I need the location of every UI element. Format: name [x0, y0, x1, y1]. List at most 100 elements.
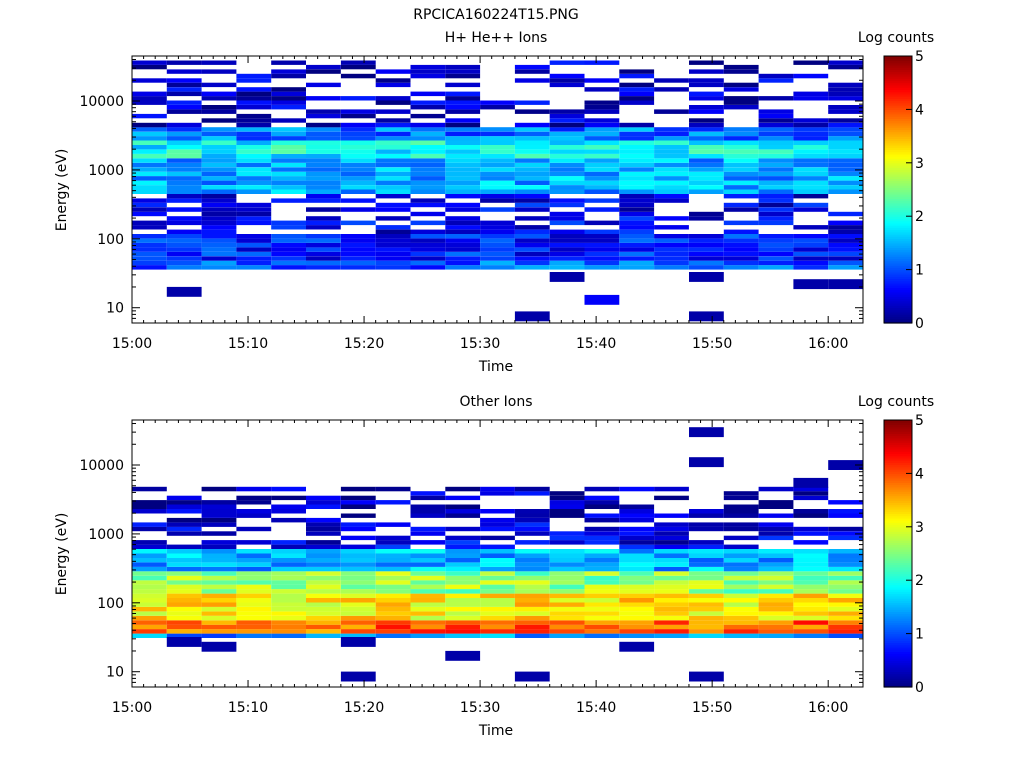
heatmap-cell: [654, 189, 689, 194]
heatmap-cell: [306, 234, 341, 239]
heatmap-cell: [828, 620, 863, 625]
heatmap-cell: [236, 145, 272, 150]
heatmap-cell: [445, 216, 481, 221]
heatmap-cell: [480, 562, 515, 567]
heatmap-cell: [689, 185, 724, 190]
colorbar-segment: [884, 96, 912, 99]
heatmap-cell: [689, 265, 724, 270]
colorbar-segment: [884, 242, 912, 246]
colorbar-segment: [884, 145, 912, 148]
heatmap-point: [689, 671, 724, 682]
heatmap-cell: [514, 265, 550, 270]
heatmap-cell: [306, 598, 341, 603]
colorbar-segment: [884, 678, 912, 681]
heatmap-cell: [828, 167, 863, 172]
heatmap-cell: [306, 136, 341, 141]
heatmap-cell: [375, 606, 411, 612]
heatmap-cell: [166, 549, 202, 554]
heatmap-cell: [166, 153, 202, 159]
heatmap-cell: [410, 69, 446, 74]
colorbar-frame: [883, 55, 913, 324]
heatmap-cell: [828, 251, 863, 257]
heatmap-cell: [793, 495, 829, 501]
heatmap-cell: [549, 260, 585, 266]
heatmap-cell: [654, 624, 689, 630]
heatmap-cell: [445, 105, 481, 110]
heatmap-cell: [689, 145, 724, 150]
heatmap-cell: [584, 136, 620, 141]
heatmap-cell: [619, 615, 655, 621]
heatmap-cell: [480, 167, 515, 172]
heatmap-cell: [654, 251, 689, 257]
heatmap-cell: [236, 100, 272, 105]
heatmap-cell: [689, 580, 724, 585]
colorbar-segment: [884, 662, 912, 666]
heatmap-cell: [584, 540, 620, 545]
heatmap-cell: [793, 593, 829, 598]
colorbar-segment: [884, 207, 912, 211]
heatmap-cell: [201, 265, 237, 270]
heatmap-cell: [549, 113, 585, 119]
heatmap-cell: [549, 229, 585, 234]
heatmap-cell: [410, 136, 446, 141]
heatmap-cell: [271, 260, 306, 266]
heatmap-cell: [375, 589, 411, 594]
heatmap-cell: [549, 211, 585, 217]
heatmap-cell: [758, 189, 794, 194]
heatmap-cell: [514, 611, 550, 616]
heatmap-cell: [201, 629, 237, 634]
heatmap-cell: [445, 189, 481, 194]
heatmap-cell: [271, 509, 306, 514]
heatmap-point: [549, 272, 585, 282]
heatmap-cell: [654, 176, 689, 181]
heatmap-cell: [549, 535, 585, 541]
heatmap-cell: [375, 202, 411, 208]
heatmap-cell: [549, 109, 585, 114]
colorbar-segment: [884, 629, 912, 632]
heatmap-cell: [410, 198, 446, 203]
heatmap-cell: [132, 526, 167, 532]
heatmap-cell: [375, 265, 411, 270]
heatmap-cell: [793, 185, 829, 190]
colorbar-segment: [884, 435, 912, 439]
heatmap-cell: [271, 167, 306, 172]
colorbar-segment: [884, 84, 912, 88]
heatmap-cell: [201, 220, 237, 226]
heatmap-cell: [654, 145, 689, 150]
colorbar-segment: [884, 682, 912, 686]
heatmap-cell: [166, 553, 202, 558]
heatmap-cell: [514, 602, 550, 607]
heatmap-cell: [793, 60, 829, 65]
heatmap-cell: [619, 589, 655, 594]
heatmap-cell: [132, 633, 167, 638]
heatmap-cell: [410, 73, 446, 79]
heatmap-cell: [549, 513, 585, 518]
heatmap-cell: [793, 256, 829, 261]
colorbar-segment: [884, 300, 912, 304]
heatmap-cell: [619, 606, 655, 612]
heatmap-cell: [689, 136, 724, 141]
colorbar-segment: [884, 669, 912, 673]
colorbar-segment: [884, 618, 912, 621]
heatmap-cell: [619, 571, 655, 576]
heatmap-cell: [132, 60, 167, 65]
heatmap-cell: [445, 131, 481, 137]
x-tick-label: 15:30: [460, 700, 500, 716]
heatmap-cell: [375, 260, 411, 266]
heatmap-cell: [619, 225, 655, 230]
heatmap-cell: [340, 256, 376, 261]
colorbar-segment: [884, 664, 912, 668]
heatmap-cell: [723, 136, 759, 141]
heatmap-cell: [236, 553, 272, 558]
heatmap-cell: [480, 238, 515, 243]
heatmap-cell: [549, 73, 585, 79]
heatmap-cell: [654, 234, 689, 239]
heatmap-cell: [723, 615, 759, 621]
heatmap-point: [201, 641, 237, 652]
heatmap-cell: [619, 180, 655, 185]
heatmap-cell: [619, 189, 655, 194]
heatmap-cell: [271, 60, 306, 65]
heatmap-cell: [375, 602, 411, 607]
colorbar-segment: [884, 240, 912, 244]
